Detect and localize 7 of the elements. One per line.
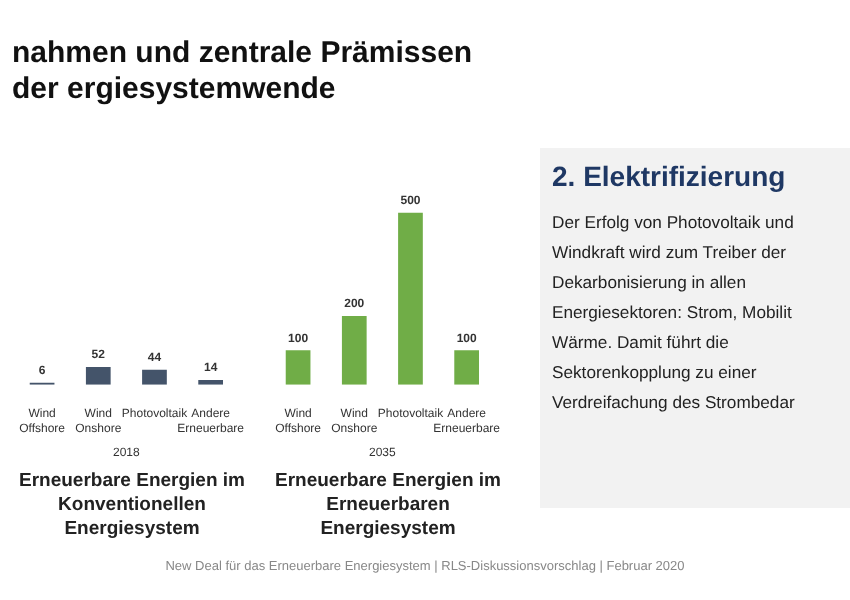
text: Der Erfolg von Photovoltaik und Windkraft wird zum Treiber der Dekarbonisierung in allen Energiesektoren: Strom, Mobilit Wärme. Damit führt die Sektorenkopplung zu einer Verdreifachung des Strombedar: [552, 210, 797, 416]
text: Erneuerbare Energien im Erneuerbaren Energiesystem: [273, 470, 503, 542]
chart-title: nahmen und zentrale Prämissen der ergiesystemwende: [12, 36, 475, 108]
text: 2. Elektrifizierung: [552, 160, 788, 192]
bar: [142, 369, 167, 385]
text: Erneuerbare Energien im Konventionellen Energiesystem: [17, 470, 247, 542]
bar: [85, 366, 111, 385]
